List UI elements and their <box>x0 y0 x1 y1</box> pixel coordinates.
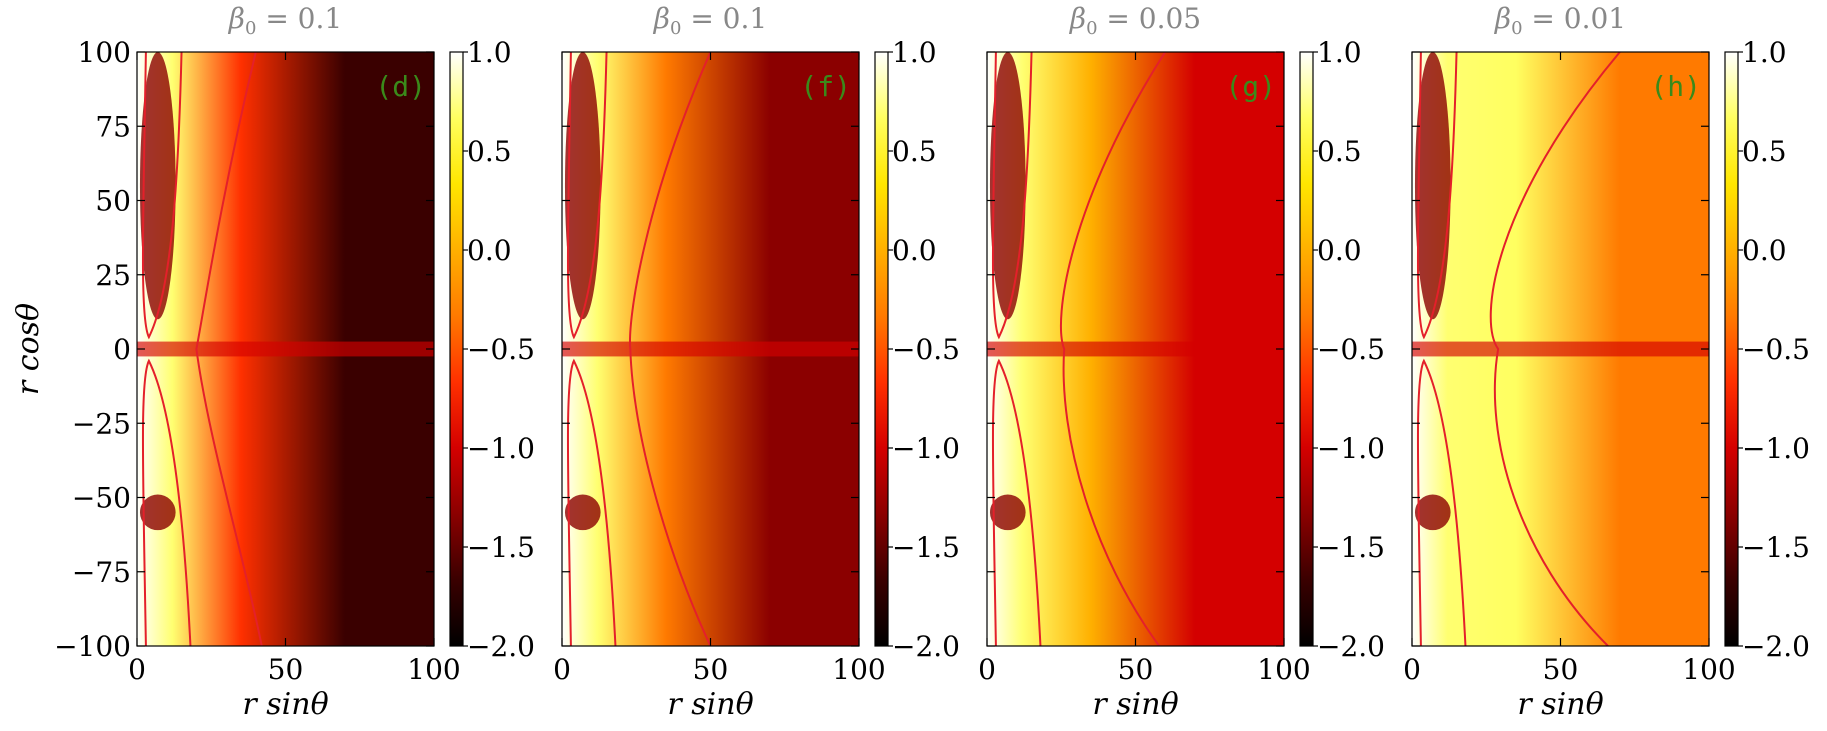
y-tick-label: 0 <box>113 333 131 366</box>
x-axis-label: r sinθ <box>667 687 753 722</box>
colorbar-tick-label: 0.5 <box>892 135 937 168</box>
colorbar-tick-label: −0.5 <box>892 333 960 366</box>
panel-label: (f) <box>800 70 851 103</box>
x-tick-label: 100 <box>1682 653 1735 686</box>
contour-line <box>141 52 183 340</box>
panel-1: β0 = 0.1 (f) 0 50 100 r sinθ 1.0 0.5 0.0 −0.5 −1.0… <box>553 2 960 722</box>
colorbar-tick-label: −0.5 <box>1317 333 1385 366</box>
colorbar-tick-label: 0.5 <box>1317 135 1362 168</box>
colorbar <box>1724 51 1739 647</box>
panel-label: (h) <box>1650 70 1701 103</box>
x-tick-label: 50 <box>693 653 729 686</box>
colorbar <box>449 51 464 647</box>
colorbar-tick-label: −1.5 <box>467 531 535 564</box>
colorbar <box>1299 51 1314 647</box>
heatmap-field <box>1412 52 1709 646</box>
y-tick-label: 25 <box>95 259 131 292</box>
colorbar-tick-label: −1.0 <box>1317 432 1385 465</box>
panel-label: (d) <box>375 70 426 103</box>
x-axis-label: r sinθ <box>1517 687 1603 722</box>
colorbar <box>874 51 889 647</box>
y-tick-label: −25 <box>72 407 131 440</box>
x-tick-label: 100 <box>832 653 885 686</box>
x-tick-label: 0 <box>1403 653 1421 686</box>
colorbar-tick-label: 0.0 <box>892 234 937 267</box>
colorbar-tick-label: 0.5 <box>1742 135 1787 168</box>
colorbar-tick-label: 0.0 <box>1742 234 1787 267</box>
y-tick-label: −50 <box>72 482 131 515</box>
colorbar-tick-label: −1.5 <box>1742 531 1810 564</box>
contour-line <box>1060 52 1167 646</box>
x-tick-label: 0 <box>553 653 571 686</box>
contour-line <box>1489 52 1621 646</box>
contour-line <box>1416 358 1467 646</box>
x-tick-label: 0 <box>128 653 146 686</box>
x-tick-label: 50 <box>268 653 304 686</box>
panel-3: β0 = 0.01 (h) 0 50 100 r sinθ 1.0 0.5 0.0 −0.5 −1.… <box>1403 2 1810 722</box>
y-tick-label: 50 <box>95 185 131 218</box>
y-tick-label: −100 <box>54 630 131 663</box>
panel-title: β0 = 0.05 <box>1069 2 1201 39</box>
colorbar-tick-label: 1.0 <box>467 36 512 69</box>
heatmap-field <box>562 52 859 646</box>
x-tick-label: 0 <box>978 653 996 686</box>
colorbar-tick-label: 1.0 <box>892 36 937 69</box>
contour-line <box>141 358 192 646</box>
colorbar-tick-label: 0.5 <box>467 135 512 168</box>
contour-line <box>566 52 608 340</box>
x-axis-label: r sinθ <box>1092 687 1178 722</box>
y-tick-label: −75 <box>72 556 131 589</box>
heatmap-field <box>987 52 1284 646</box>
colorbar-tick-label: −0.5 <box>1742 333 1810 366</box>
colorbar-tick-label: −1.5 <box>892 531 960 564</box>
panel-title: β0 = 0.01 <box>1494 2 1626 39</box>
colorbar-tick-label: 1.0 <box>1317 36 1362 69</box>
y-tick-label: 75 <box>95 110 131 143</box>
heatmap-field <box>137 52 434 646</box>
x-tick-label: 100 <box>1257 653 1310 686</box>
x-tick-label: 50 <box>1543 653 1579 686</box>
x-tick-label: 100 <box>407 653 460 686</box>
colorbar-tick-label: −1.5 <box>1317 531 1385 564</box>
colorbar-tick-label: 1.0 <box>1742 36 1787 69</box>
panel-title: β0 = 0.1 <box>228 2 342 39</box>
colorbar-tick-label: 0.0 <box>467 234 512 267</box>
panel-2: β0 = 0.05 (g) 0 50 100 r sinθ 1.0 0.5 0.0 −0.5 −1.… <box>978 2 1385 722</box>
panel-title: β0 = 0.1 <box>653 2 767 39</box>
colorbar-tick-label: −2.0 <box>467 630 535 663</box>
colorbar-tick-label: −2.0 <box>1742 630 1810 663</box>
y-tick-label: 100 <box>78 36 131 69</box>
colorbar-tick-label: 0.0 <box>1317 234 1362 267</box>
contour-line <box>629 52 712 646</box>
x-axis-label: r sinθ <box>242 687 328 722</box>
colorbar-tick-label: −1.0 <box>467 432 535 465</box>
colorbar-tick-label: −1.0 <box>1742 432 1810 465</box>
colorbar-tick-label: −0.5 <box>467 333 535 366</box>
panel-label: (g) <box>1225 70 1276 103</box>
colorbar-tick-label: −2.0 <box>1317 630 1385 663</box>
contour-line <box>991 358 1042 646</box>
panel-0: β0 = 0.1 (d) 0 50 100 100 75 50 25 0 −25 −50 −75 −100… <box>54 2 535 722</box>
contour-line <box>991 52 1033 340</box>
x-tick-label: 50 <box>1118 653 1154 686</box>
contour-line <box>566 358 617 646</box>
y-axis-label: r cosθ <box>11 303 46 395</box>
contour-line <box>195 52 263 646</box>
colorbar-tick-label: −2.0 <box>892 630 960 663</box>
contour-line <box>1416 52 1458 340</box>
colorbar-tick-label: −1.0 <box>892 432 960 465</box>
